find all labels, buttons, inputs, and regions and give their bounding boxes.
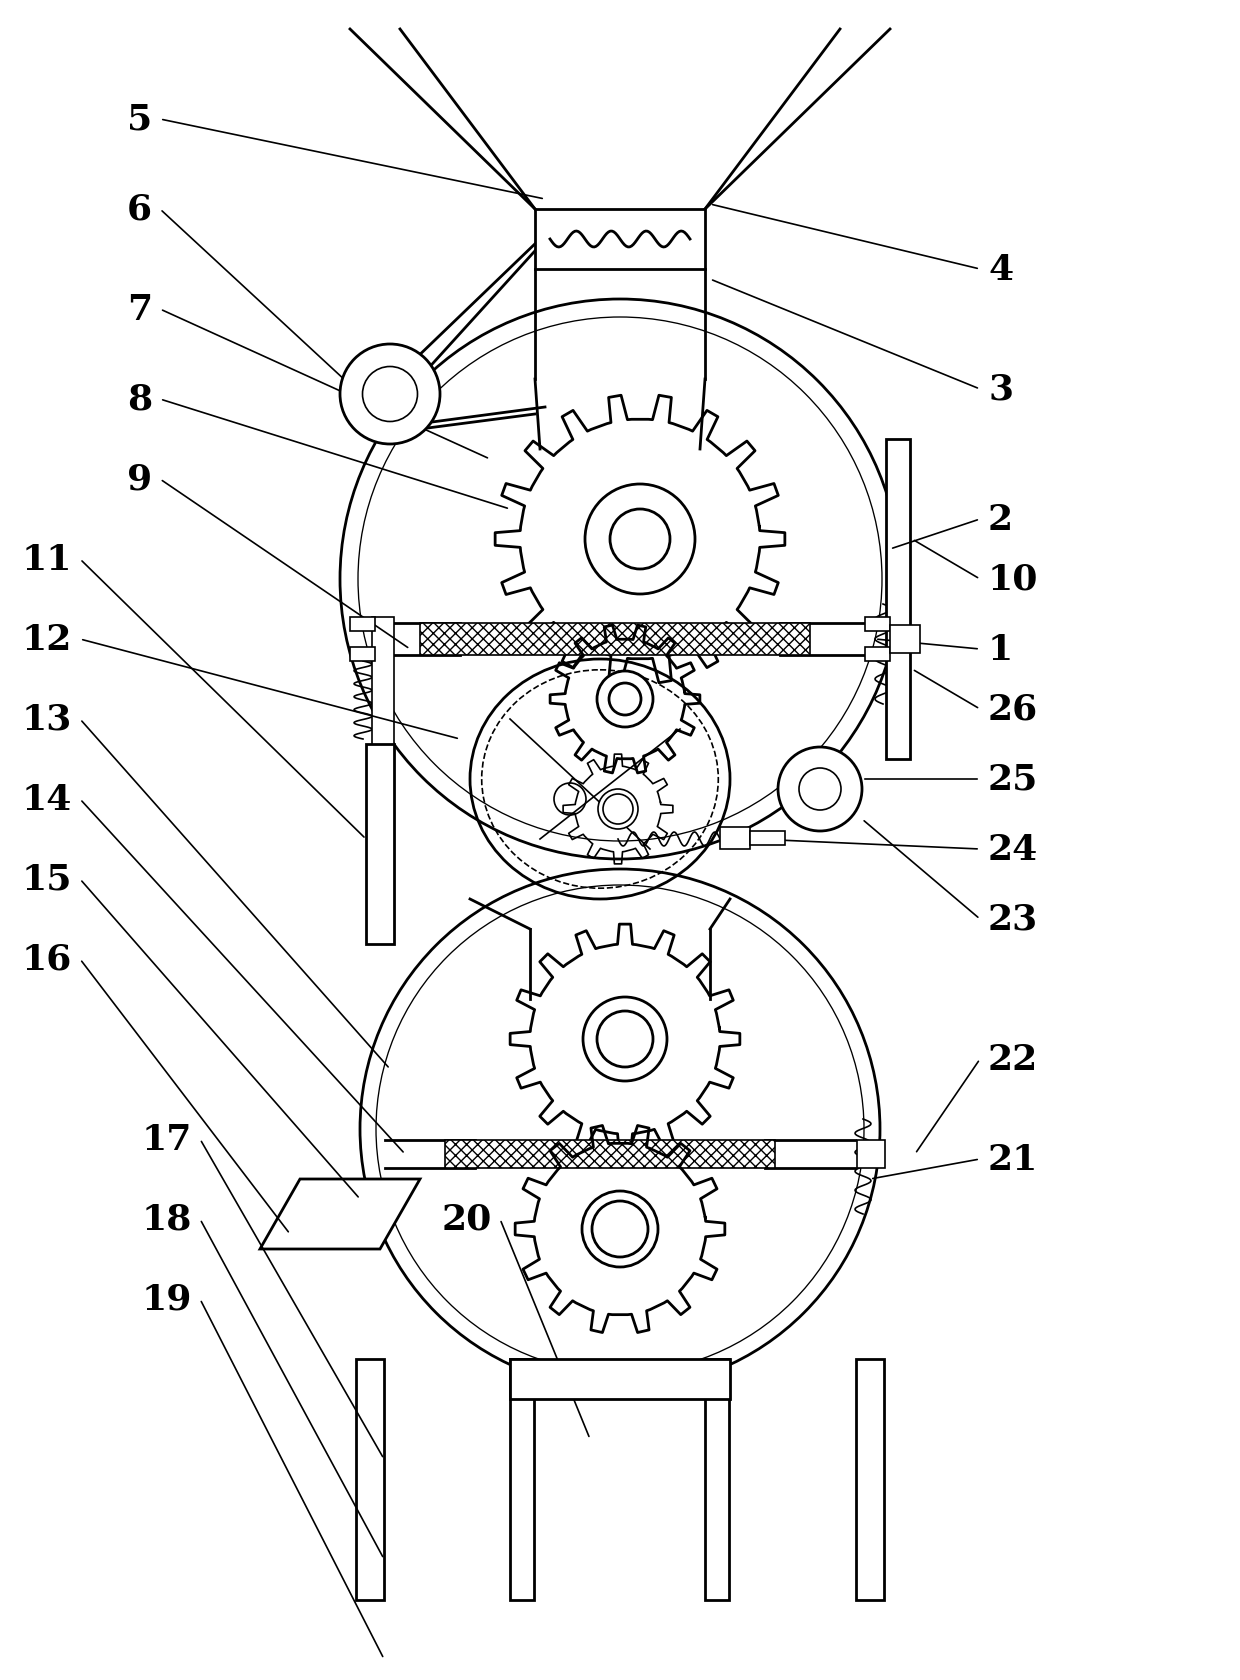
Bar: [510, 1359, 534, 1599]
Text: 18: 18: [141, 1203, 192, 1236]
Text: 14: 14: [21, 783, 72, 816]
Bar: [856, 1359, 884, 1599]
Circle shape: [596, 672, 653, 727]
Bar: [366, 744, 394, 944]
Circle shape: [799, 768, 841, 810]
Circle shape: [609, 684, 641, 716]
Circle shape: [596, 1011, 653, 1067]
Text: 11: 11: [21, 543, 72, 576]
Text: 26: 26: [988, 692, 1038, 726]
Text: 23: 23: [988, 902, 1038, 936]
Text: 16: 16: [21, 942, 72, 976]
Bar: [350, 647, 374, 662]
Bar: [372, 618, 394, 748]
Text: 17: 17: [141, 1122, 192, 1156]
Circle shape: [591, 1201, 649, 1257]
Bar: [750, 832, 785, 845]
Text: 22: 22: [988, 1042, 1038, 1077]
Text: 7: 7: [126, 292, 153, 328]
Bar: [534, 210, 706, 270]
Circle shape: [583, 998, 667, 1082]
Bar: [350, 618, 374, 632]
Text: 8: 8: [126, 383, 153, 417]
Circle shape: [603, 795, 632, 825]
Bar: [857, 1141, 885, 1168]
Circle shape: [598, 790, 639, 830]
Bar: [866, 618, 890, 632]
Polygon shape: [260, 1179, 420, 1250]
Text: 15: 15: [21, 862, 72, 897]
Text: 10: 10: [988, 563, 1039, 596]
Text: 5: 5: [126, 102, 153, 136]
Text: 4: 4: [988, 254, 1013, 287]
Circle shape: [585, 486, 694, 595]
Text: 24: 24: [988, 833, 1038, 867]
Text: 19: 19: [141, 1282, 192, 1315]
Bar: [706, 1359, 729, 1599]
Text: 20: 20: [441, 1203, 492, 1236]
Bar: [356, 1359, 384, 1599]
Bar: [890, 625, 920, 654]
Circle shape: [610, 509, 670, 570]
Circle shape: [777, 748, 862, 832]
Bar: [866, 647, 890, 662]
Text: 9: 9: [126, 462, 153, 497]
Text: 1: 1: [988, 633, 1013, 667]
Bar: [420, 623, 810, 655]
Circle shape: [582, 1191, 658, 1267]
Circle shape: [362, 368, 418, 422]
Text: 12: 12: [21, 623, 72, 657]
Bar: [510, 1359, 730, 1399]
Text: 6: 6: [126, 193, 153, 227]
Text: 25: 25: [988, 763, 1038, 796]
Bar: [445, 1141, 775, 1168]
Circle shape: [340, 344, 440, 445]
Text: 2: 2: [988, 502, 1013, 536]
Text: 3: 3: [988, 373, 1013, 407]
Text: 21: 21: [988, 1142, 1038, 1176]
Bar: [720, 828, 750, 850]
Text: 13: 13: [21, 702, 72, 736]
Bar: [887, 440, 910, 759]
